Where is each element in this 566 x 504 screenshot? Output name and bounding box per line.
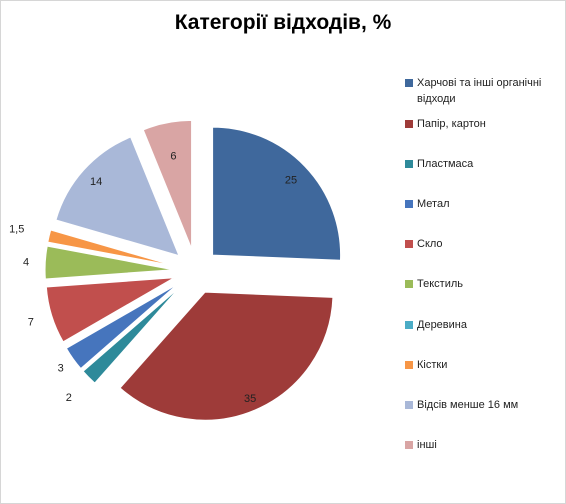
pie-slice: [119, 291, 334, 421]
legend-label: Метал: [417, 198, 450, 210]
pie-slice: [44, 245, 174, 280]
legend-swatch: [405, 321, 413, 329]
legend-label: Папір, картон: [417, 118, 486, 130]
legend-label: Пластмаса: [417, 158, 474, 170]
pie-slice: [142, 119, 193, 249]
legend-swatch: [405, 200, 413, 208]
slice-value-label: 2: [66, 392, 72, 404]
chart-title: Категорії відходів, %: [174, 11, 392, 34]
slice-value-label: 4: [23, 256, 29, 268]
pie-chart: 25 35 2 3 7 4 1,5 14 6: [9, 119, 342, 421]
legend-swatch: [405, 280, 413, 288]
pie-slice: [65, 283, 178, 370]
legend-swatch: [405, 441, 413, 449]
legend-swatch: [405, 120, 413, 128]
slice-value-label: 7: [28, 317, 34, 329]
legend-swatch: [405, 79, 413, 87]
pie-slice: [55, 136, 180, 257]
slice-value-label: 6: [170, 150, 176, 162]
pie-slice: [82, 286, 181, 384]
slice-value-label: 35: [244, 393, 256, 405]
legend-label: Відсів менше 16 мм: [417, 399, 519, 411]
legend-label: Деревина: [417, 319, 467, 331]
pie-slice: [212, 126, 342, 261]
legend-label: Кістки: [417, 359, 448, 371]
pie-slice: [47, 229, 174, 267]
legend-swatch: [405, 240, 413, 248]
pie-slice: [45, 277, 175, 343]
legend-label: Харчові та інші органічні відходи: [417, 77, 542, 105]
legend-label: інші: [417, 439, 437, 451]
legend-swatch: [405, 401, 413, 409]
legend: Харчові та інші органічні відходи Папір, …: [405, 1, 565, 503]
slice-value-label: 25: [285, 175, 297, 187]
slice-value-label: 1,5: [9, 223, 24, 235]
slice-value-label: 14: [90, 176, 102, 188]
legend-swatch: [405, 361, 413, 369]
slice-value-label: 3: [58, 363, 64, 375]
legend-swatch: [405, 160, 413, 168]
legend-label: Текстиль: [417, 278, 463, 290]
legend-label: Скло: [417, 238, 443, 250]
